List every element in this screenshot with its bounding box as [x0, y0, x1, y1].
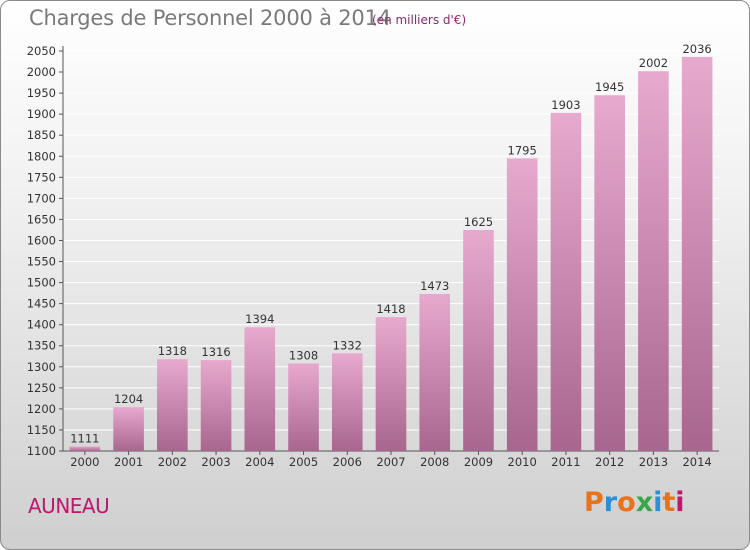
y-tick-label: 1700 — [27, 191, 56, 205]
logo-letter: o — [617, 487, 636, 518]
x-tick-label: 2006 — [333, 455, 362, 469]
x-tick-label: 2007 — [376, 455, 405, 469]
x-tick-label: 2005 — [289, 455, 318, 469]
y-tick-label: 1800 — [27, 149, 56, 163]
logo-letter: P — [584, 487, 604, 518]
bar — [200, 360, 232, 451]
y-tick-label: 1100 — [27, 444, 56, 458]
value-label: 1316 — [201, 345, 230, 359]
y-tick-label: 1650 — [27, 212, 56, 226]
x-tick-label: 2014 — [682, 455, 711, 469]
y-tick-labels: 1100 1150 1200 1250 1300 1350 1400 1450 1500 1550… — [27, 44, 56, 458]
bar — [288, 363, 319, 451]
y-tick-label: 1550 — [27, 255, 56, 269]
value-label: 1332 — [333, 338, 362, 352]
x-tick-label: 2002 — [158, 455, 187, 469]
logo-letter: t — [662, 487, 676, 518]
bar — [419, 293, 451, 451]
x-tick-label: 2004 — [245, 455, 274, 469]
bar — [375, 317, 407, 451]
x-tick-label: 2009 — [464, 455, 493, 469]
proxiti-logo: Proxiti — [584, 487, 685, 518]
x-tick-label: 2001 — [114, 455, 143, 469]
bar — [69, 446, 101, 451]
bar — [638, 71, 669, 452]
bar — [157, 359, 188, 451]
y-tick-label: 1150 — [27, 423, 56, 437]
x-tick-label: 2011 — [551, 455, 580, 469]
y-tick-label: 1250 — [27, 381, 56, 395]
y-tick-label: 1400 — [27, 318, 56, 332]
logo-letter: i — [653, 487, 663, 518]
value-label: 1111 — [70, 431, 99, 445]
value-label: 1318 — [158, 344, 187, 358]
y-tick-label: 1500 — [27, 276, 56, 290]
x-tick-label: 2000 — [70, 455, 99, 469]
y-tick-label: 2000 — [27, 65, 56, 79]
x-tick-label: 2010 — [508, 455, 537, 469]
value-label: 2036 — [682, 42, 711, 56]
x-tick-label: 2013 — [639, 455, 668, 469]
value-label: 1795 — [508, 143, 537, 157]
y-tick-label: 1450 — [27, 297, 56, 311]
place-name: AUNEAU — [28, 494, 110, 518]
x-tick-label: 2012 — [595, 455, 624, 469]
y-tick-label: 2050 — [27, 44, 56, 58]
y-tick-label: 1350 — [27, 339, 56, 353]
value-label: 2002 — [639, 56, 668, 70]
chart-title: Charges de Personnel 2000 à 2014 — [29, 6, 391, 30]
value-label: 1945 — [595, 80, 624, 94]
logo-letter: x — [635, 487, 654, 518]
chart-subtitle: (en milliers d'€) — [372, 13, 467, 27]
value-label: 1903 — [551, 98, 580, 112]
bar — [681, 56, 713, 451]
x-tick-label: 2003 — [201, 455, 230, 469]
x-tick-labels: 2000 2001 2002 2003 2004 2005 2006 2007 2008 2009… — [70, 451, 712, 469]
logo-letter: i — [675, 487, 685, 518]
value-label: 1473 — [420, 279, 449, 293]
value-label: 1394 — [245, 312, 274, 326]
bars — [69, 56, 713, 452]
value-label: 1418 — [376, 302, 405, 316]
bar — [244, 327, 276, 451]
y-tick-label: 1850 — [27, 128, 56, 142]
y-tick-label: 1950 — [27, 86, 56, 100]
bar — [550, 112, 582, 451]
y-tick-label: 1300 — [27, 360, 56, 374]
bar — [113, 407, 144, 451]
value-label: 1625 — [464, 215, 493, 229]
bar — [506, 158, 538, 452]
x-tick-label: 2008 — [420, 455, 449, 469]
value-label: 1204 — [114, 392, 143, 406]
y-tick-label: 1900 — [27, 107, 56, 121]
value-label: 1308 — [289, 348, 318, 362]
y-tick-label: 1750 — [27, 170, 56, 184]
bar — [594, 95, 625, 452]
y-tick-label: 1200 — [27, 402, 56, 416]
bar — [331, 353, 363, 451]
bar — [463, 229, 494, 451]
y-tick-label: 1600 — [27, 233, 56, 247]
value-labels: 1111 1204 1318 1316 1394 1308 1332 1418 1473 1625… — [70, 42, 712, 445]
logo-letter: r — [603, 487, 618, 518]
